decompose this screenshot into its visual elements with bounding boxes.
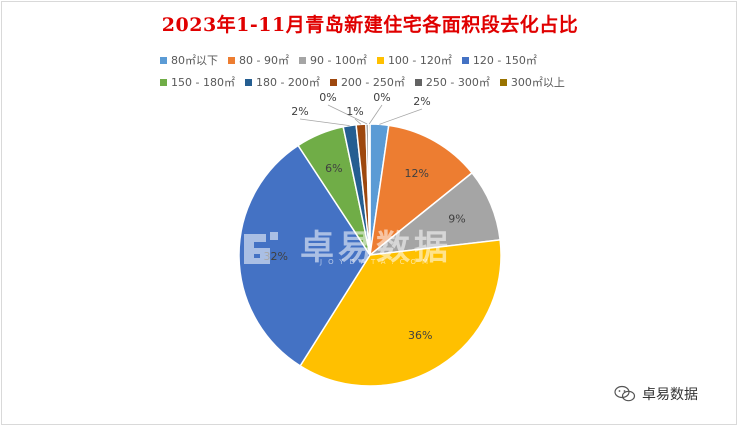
slice-label-6: 6% <box>325 162 342 175</box>
legend-swatch-5 <box>461 56 469 64</box>
legend-label-6: 150 - 180㎡ <box>171 76 235 89</box>
leader-line-1 <box>379 108 423 125</box>
slice-label-4: 36% <box>408 329 432 342</box>
legend-label-5: 120 - 150㎡ <box>472 54 537 67</box>
legend-label-10: 300㎡以上 <box>510 76 565 89</box>
slice-label-3: 9% <box>448 213 465 226</box>
legend-row-2: 150 - 180㎡ 180 - 200㎡ 200 - 250㎡ 250 - 3… <box>160 74 590 90</box>
watermark-text: 卓易数据 <box>300 228 452 268</box>
wechat-icon <box>614 385 636 402</box>
chart-title: 2023年1-11月青岛新建住宅各面积段去化占比 <box>161 14 579 36</box>
watermark-logo-icon <box>244 232 278 264</box>
slice-label-9: 0% <box>319 91 336 104</box>
watermark-subtext: JOYDATA.COM <box>320 258 435 266</box>
legend-item-1: 80㎡以下 <box>160 52 218 68</box>
leader-line-10 <box>368 104 383 125</box>
legend-item-5: 120 - 150㎡ <box>461 52 537 68</box>
legend-swatch-10 <box>499 78 507 86</box>
legend-row-1: 80㎡以下 80 - 90㎡ 90 - 100㎡ 100 - 120㎡ 120 … <box>160 52 590 68</box>
legend-label-9: 250 - 300㎡ <box>425 76 490 89</box>
legend-swatch-4 <box>376 56 384 64</box>
legend-item-8: 200 - 250㎡ <box>329 74 405 90</box>
slice-label-8: 1% <box>346 105 363 118</box>
legend-label-2: 80 - 90㎡ <box>239 54 289 67</box>
leader-line-7 <box>299 118 350 126</box>
legend-item-9: 250 - 300㎡ <box>414 74 490 90</box>
pie-slice-5 <box>238 144 371 367</box>
legend: 80㎡以下 80 - 90㎡ 90 - 100㎡ 100 - 120㎡ 120 … <box>160 52 590 96</box>
legend-swatch-7 <box>244 78 252 86</box>
legend-label-8: 200 - 250㎡ <box>340 76 405 89</box>
legend-item-10: 300㎡以上 <box>499 74 565 90</box>
slice-label-10: 0% <box>373 91 390 104</box>
legend-item-2: 80 - 90㎡ <box>228 52 289 68</box>
pie-slices <box>238 123 502 387</box>
slice-label-1: 2% <box>413 95 430 108</box>
legend-item-3: 90 - 100㎡ <box>298 52 367 68</box>
legend-swatch-9 <box>414 78 422 86</box>
legend-label-7: 180 - 200㎡ <box>255 76 320 89</box>
brand: 卓易数据 <box>614 384 698 404</box>
legend-item-6: 150 - 180㎡ <box>160 74 235 90</box>
legend-label-1: 80㎡以下 <box>171 54 218 67</box>
legend-label-4: 100 - 120㎡ <box>387 54 452 67</box>
legend-label-3: 90 - 100㎡ <box>309 54 367 67</box>
leader-line-9 <box>327 104 368 125</box>
legend-swatch-1 <box>160 56 167 64</box>
slice-label-2: 12% <box>405 167 429 180</box>
brand-name: 卓易数据 <box>642 387 698 403</box>
slice-label-7: 2% <box>291 105 308 118</box>
pie-slice-4 <box>299 239 502 387</box>
leader-line-8 <box>354 118 362 125</box>
pie-slice-2 <box>368 124 474 257</box>
legend-swatch-8 <box>329 78 337 86</box>
legend-swatch-3 <box>298 56 306 64</box>
legend-swatch-6 <box>160 78 167 86</box>
legend-item-7: 180 - 200㎡ <box>244 74 320 90</box>
legend-item-4: 100 - 120㎡ <box>376 52 452 68</box>
legend-swatch-2 <box>228 56 235 64</box>
leader-lines <box>299 104 423 126</box>
